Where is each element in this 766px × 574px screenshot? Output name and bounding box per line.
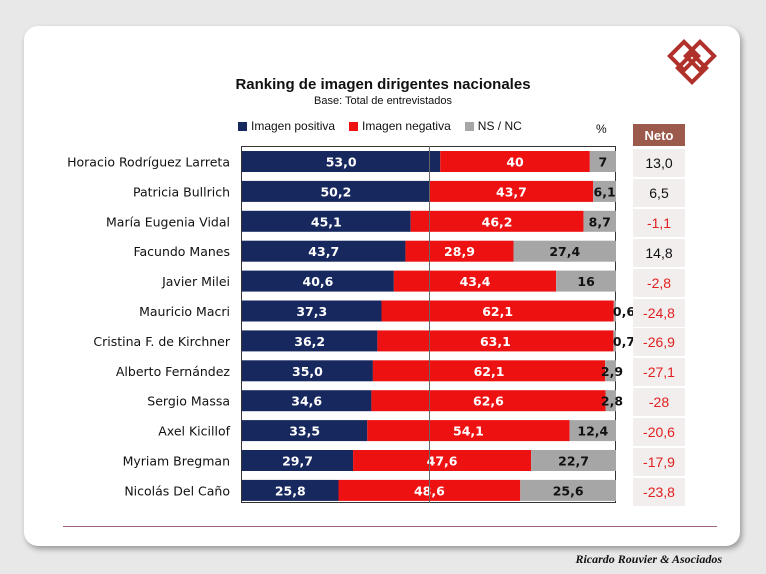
category-label: Alberto Fernández (116, 364, 231, 379)
value-label-negative: 62,1 (482, 304, 513, 319)
value-label-positive: 36,2 (294, 334, 325, 349)
category-label: Axel Kicillof (158, 424, 230, 439)
value-label-positive: 33,5 (289, 424, 320, 439)
value-label-nsnc: 27,4 (549, 244, 580, 259)
neto-value: -17,9 (633, 448, 685, 476)
value-label-nsnc: 16 (577, 274, 595, 289)
value-label-negative: 54,1 (453, 424, 484, 439)
footer-credit: Ricardo Rouvier & Asociados (575, 552, 722, 567)
value-label-positive: 50,2 (320, 184, 351, 199)
value-label-negative: 28,9 (444, 244, 475, 259)
value-label-positive: 37,3 (296, 304, 327, 319)
value-label-positive: 43,7 (308, 244, 339, 259)
neto-value: -26,9 (633, 328, 685, 356)
category-label: Javier Milei (161, 274, 230, 289)
value-label-nsnc: 0,7 (613, 334, 635, 349)
neto-value: -20,6 (633, 418, 685, 446)
neto-value: 14,8 (633, 239, 685, 267)
category-label: Sergio Massa (147, 394, 230, 409)
value-label-negative: 63,1 (480, 334, 511, 349)
category-label: Cristina F. de Kirchner (93, 334, 230, 349)
value-label-nsnc: 25,6 (553, 483, 584, 498)
category-label: María Eugenia Vidal (106, 214, 230, 229)
value-label-positive: 45,1 (311, 214, 342, 229)
value-label-nsnc: 2,8 (601, 394, 623, 409)
value-label-nsnc: 7 (599, 155, 608, 170)
category-label: Myriam Bregman (123, 454, 230, 469)
value-label-positive: 40,6 (303, 274, 334, 289)
value-label-nsnc: 8,7 (589, 214, 611, 229)
value-label-nsnc: 0,6 (613, 304, 635, 319)
value-label-positive: 25,8 (275, 483, 306, 498)
neto-value: -2,8 (633, 269, 685, 297)
value-label-positive: 53,0 (326, 155, 357, 170)
neto-value: -24,8 (633, 299, 685, 327)
value-label-negative: 46,2 (482, 214, 513, 229)
value-label-nsnc: 22,7 (558, 454, 589, 469)
category-label: Horacio Rodríguez Larreta (67, 155, 230, 170)
value-label-nsnc: 2,9 (601, 364, 623, 379)
divider-line (63, 526, 717, 527)
value-label-negative: 62,6 (473, 394, 504, 409)
category-label: Nicolás Del Caño (124, 483, 230, 498)
neto-value: 13,0 (633, 149, 685, 177)
value-label-negative: 40 (506, 155, 524, 170)
value-label-positive: 34,6 (291, 394, 322, 409)
value-label-nsnc: 6,1 (594, 184, 616, 199)
category-label: Facundo Manes (133, 244, 230, 259)
fifty-percent-line (429, 146, 430, 503)
category-label: Mauricio Macri (139, 304, 230, 319)
value-label-negative: 62,1 (474, 364, 505, 379)
neto-value: -1,1 (633, 209, 685, 237)
neto-value: -27,1 (633, 358, 685, 386)
neto-value: 6,5 (633, 179, 685, 207)
neto-value: -28 (633, 388, 685, 416)
category-label: Patricia Bullrich (133, 184, 230, 199)
value-label-positive: 29,7 (282, 454, 313, 469)
neto-value: -23,8 (633, 478, 685, 506)
value-label-negative: 47,6 (427, 454, 458, 469)
value-label-nsnc: 12,4 (577, 424, 608, 439)
value-label-positive: 35,0 (292, 364, 323, 379)
value-label-negative: 43,7 (496, 184, 527, 199)
value-label-negative: 43,4 (460, 274, 491, 289)
